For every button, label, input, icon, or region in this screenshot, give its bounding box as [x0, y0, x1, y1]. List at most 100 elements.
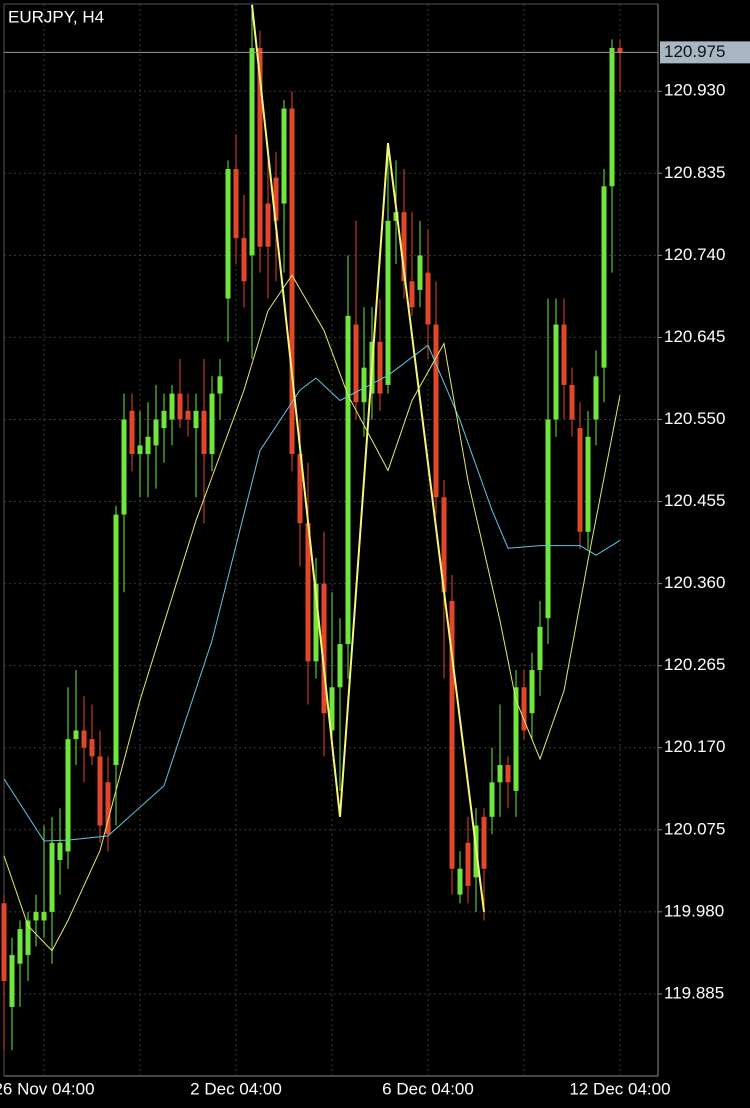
candle-body	[569, 384, 575, 420]
candle-body	[377, 341, 383, 394]
y-tick-label: 120.645	[664, 327, 725, 346]
candle-body	[409, 281, 415, 308]
candle-body	[401, 212, 407, 282]
moving-average	[3, 274, 621, 952]
candle-body	[33, 911, 39, 921]
candle-body	[201, 410, 207, 455]
y-tick-label: 120.550	[664, 409, 725, 428]
candle-body	[233, 168, 239, 239]
candle-body	[129, 410, 135, 455]
candle-body	[169, 393, 175, 420]
candle-body	[385, 220, 391, 385]
y-tick-label: 120.265	[664, 655, 725, 674]
candle-body	[513, 687, 519, 791]
x-tick-label: 26 Nov 04:00	[0, 1079, 95, 1098]
chart-title: EURJPY, H4	[8, 7, 104, 26]
candle-body	[257, 48, 263, 247]
candle-body	[225, 168, 231, 299]
y-tick-label: 119.885	[664, 983, 724, 1002]
candle-body	[297, 454, 303, 524]
candle-body	[25, 920, 31, 956]
candle-body	[593, 376, 599, 420]
candle-body	[337, 644, 343, 688]
candle-body	[313, 583, 319, 662]
candle-body	[489, 782, 495, 817]
candle-body	[153, 419, 159, 446]
candle-body	[457, 868, 463, 895]
candle-body	[65, 739, 71, 852]
candle-body	[521, 687, 527, 731]
candle-body	[553, 324, 559, 420]
plot	[1, 4, 658, 1076]
candle-body	[177, 393, 183, 420]
candle-body	[537, 626, 543, 671]
y-tick-label: 120.360	[664, 573, 725, 592]
candle-body	[217, 376, 223, 394]
candle-body	[497, 765, 503, 783]
candle-body	[193, 410, 199, 429]
current-price-box	[660, 41, 750, 64]
x-tick-label: 12 Dec 04:00	[569, 1079, 670, 1098]
candle-body	[529, 670, 535, 714]
candle-body	[161, 410, 167, 429]
candle-body	[305, 523, 311, 662]
candle-body	[265, 203, 271, 247]
candle-body	[137, 445, 143, 455]
candle-body	[241, 238, 247, 282]
candle-body	[73, 730, 79, 740]
candle-body	[121, 419, 127, 515]
candle-body	[353, 324, 359, 403]
candle-body	[49, 842, 55, 912]
candle-body	[561, 324, 567, 385]
candle-body	[185, 410, 191, 420]
candle-body	[345, 315, 351, 645]
candle-body	[433, 324, 439, 498]
candle-body	[545, 419, 551, 619]
candle-body	[441, 497, 447, 593]
candle-body	[1, 903, 7, 981]
candle-body	[617, 48, 623, 53]
candle-body	[97, 756, 103, 826]
candle-body	[329, 687, 335, 731]
candle-body	[273, 177, 279, 221]
candle-body	[81, 730, 87, 748]
candle-body	[465, 842, 471, 886]
candle-body	[145, 436, 151, 455]
candle-body	[209, 393, 215, 455]
candle-body	[585, 436, 591, 532]
candle-body	[393, 212, 399, 221]
x-tick-label: 6 Dec 04:00	[382, 1079, 474, 1098]
candle-body	[609, 48, 615, 187]
candle-body	[9, 955, 15, 1007]
candle-body	[249, 48, 255, 256]
y-tick-label: 119.980	[664, 901, 724, 920]
current-price-label: 120.975	[664, 42, 725, 61]
y-tick-label: 120.075	[664, 819, 725, 838]
candle-body	[281, 108, 287, 204]
candle-body	[289, 108, 295, 455]
candle-body	[113, 514, 119, 766]
moving-average	[3, 344, 621, 842]
candle-body	[417, 255, 423, 290]
candle-body	[41, 911, 47, 921]
candle-body	[449, 600, 455, 869]
zigzag-line	[251, 4, 485, 912]
candle-body	[577, 428, 583, 532]
y-tick-label: 120.740	[664, 245, 725, 264]
candle-body	[481, 816, 487, 869]
candle-body	[321, 583, 327, 714]
candle-body	[105, 782, 111, 835]
candle-body	[505, 765, 511, 783]
y-tick-label: 120.930	[664, 81, 725, 100]
y-tick-label: 120.835	[664, 163, 725, 182]
y-tick-label: 120.455	[664, 491, 725, 510]
candle-body	[601, 186, 607, 368]
candle-body	[57, 842, 63, 861]
y-tick-label: 120.170	[664, 737, 725, 756]
candle-body	[17, 929, 23, 964]
x-tick-label: 2 Dec 04:00	[190, 1079, 282, 1098]
candle-body	[361, 367, 367, 403]
